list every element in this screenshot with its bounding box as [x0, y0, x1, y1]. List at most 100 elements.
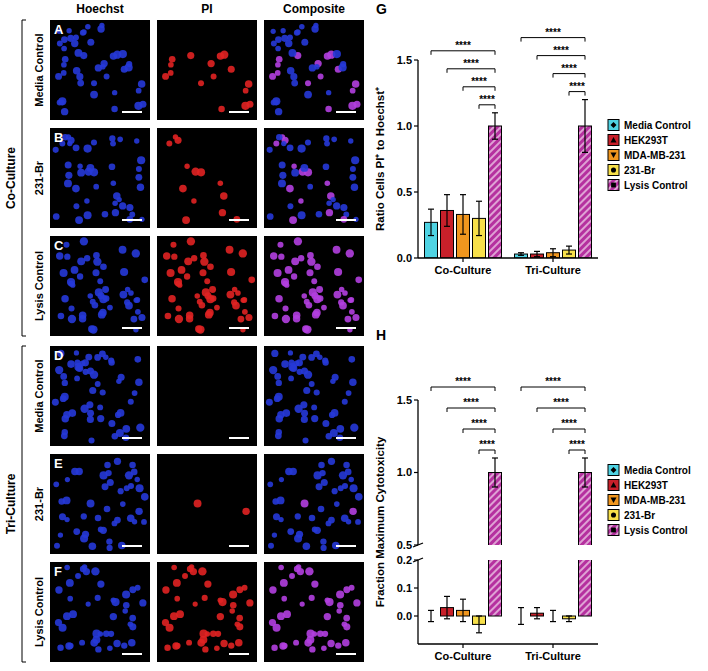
cell: [92, 636, 100, 644]
cell: [187, 52, 194, 59]
cell: [107, 479, 114, 486]
image-background: [264, 454, 364, 554]
error-cap: [492, 139, 498, 140]
cell: [271, 41, 277, 47]
cell: [111, 180, 117, 186]
cell: [350, 166, 356, 172]
cell: [178, 266, 186, 274]
scale-bar: [122, 219, 142, 221]
cell: [53, 147, 59, 153]
cell: [167, 269, 175, 277]
x-axis-line: [418, 643, 598, 644]
error-cap: [550, 610, 556, 611]
cell: [346, 390, 352, 396]
cell: [288, 350, 293, 355]
cell: [268, 543, 274, 549]
cell: [336, 608, 342, 614]
cell: [120, 501, 126, 507]
cell: [278, 565, 284, 571]
cell: [134, 138, 139, 143]
cell: [173, 134, 178, 139]
y-axis-title: Ratio Cells PI⁺ to Hoechst⁺: [374, 87, 386, 231]
y-tick-label: 0.0: [397, 610, 412, 622]
legend-marker: [611, 512, 616, 517]
cell: [333, 291, 341, 299]
cell: [314, 527, 321, 534]
cell: [65, 161, 72, 168]
legend-label: 231-Br: [624, 165, 655, 176]
plot-area: [419, 458, 598, 633]
cell: [94, 354, 101, 361]
cell: [103, 630, 110, 637]
cell: [235, 639, 243, 647]
bar: [489, 473, 502, 617]
cell: [71, 266, 79, 274]
cell: [333, 50, 341, 58]
cell: [69, 305, 75, 311]
cell: [191, 198, 196, 203]
y-tick: [414, 191, 418, 192]
cell: [302, 437, 308, 443]
cell: [291, 273, 297, 279]
cell: [104, 73, 110, 79]
cell: [105, 470, 111, 476]
cell: [122, 590, 130, 598]
column-header: Hoechst: [76, 2, 123, 16]
cell: [311, 404, 317, 410]
scale-bar: [122, 327, 142, 329]
legend-label: MDA-MB-231: [624, 495, 686, 506]
error-cap: [534, 251, 540, 252]
cell: [128, 622, 134, 628]
cell: [138, 80, 146, 88]
cell: [186, 640, 192, 646]
cell: [314, 389, 320, 395]
cell: [136, 166, 142, 172]
cell: [79, 640, 85, 646]
cell: [320, 538, 326, 544]
cell: [306, 636, 314, 644]
error-line: [478, 201, 479, 235]
micrograph: [50, 346, 150, 446]
error-bar: [582, 100, 588, 153]
cell: [73, 35, 79, 41]
cell: [327, 640, 334, 647]
significance-label: ****: [545, 376, 561, 387]
error-cap: [428, 621, 434, 622]
error-cap: [518, 255, 524, 256]
cell: [304, 370, 312, 378]
cell: [55, 586, 62, 593]
cell: [298, 211, 306, 219]
cell: [186, 311, 194, 319]
y-tick-label: 1.5: [397, 54, 412, 66]
cell: [232, 302, 240, 310]
error-line: [568, 616, 569, 622]
scale-bar: [229, 111, 249, 113]
y-tick: [414, 399, 418, 400]
cell: [291, 164, 296, 169]
significance-label: ****: [455, 40, 471, 51]
cell: [245, 80, 253, 88]
error-cap: [518, 624, 524, 625]
cell: [347, 298, 353, 304]
significance-label: ****: [553, 397, 569, 408]
legend-marker: [611, 498, 617, 503]
cell: [66, 28, 71, 33]
cell: [82, 531, 89, 538]
image-background: [157, 454, 257, 554]
cell: [73, 203, 79, 209]
cell: [276, 380, 282, 386]
cell: [318, 506, 325, 513]
cell: [307, 184, 313, 190]
y-tick: [414, 59, 418, 60]
cell: [87, 39, 94, 46]
cell: [271, 29, 276, 34]
cell: [175, 315, 183, 323]
cell: [339, 63, 347, 71]
significance-label: ****: [569, 81, 585, 92]
cell: [137, 156, 145, 164]
error-line: [552, 249, 553, 257]
significance-bracket: [553, 429, 585, 433]
cell: [321, 479, 328, 486]
bar-chart: H0.00.10.20.51.01.5Fraction Maximum Cyto…: [374, 327, 691, 662]
error-cap: [428, 209, 434, 210]
